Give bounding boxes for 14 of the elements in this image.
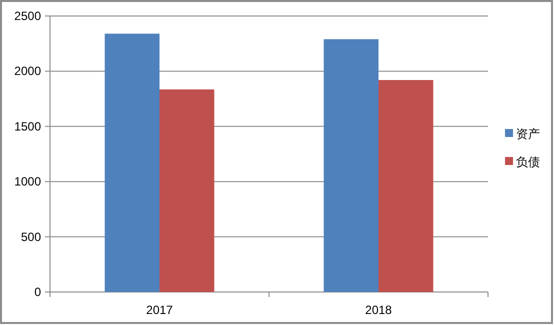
y-tick-label: 1000 [14, 174, 42, 189]
y-tick-label: 500 [20, 230, 42, 244]
legend-label: 资产 [516, 127, 540, 141]
y-tick-label: 1500 [14, 119, 42, 134]
bar [104, 34, 160, 292]
y-tick-label: 2000 [14, 64, 42, 78]
x-tick-label: 2018 [365, 303, 392, 317]
y-tick-label: 2500 [14, 9, 42, 23]
bar [378, 80, 434, 292]
bar [324, 39, 378, 292]
bar [160, 89, 214, 292]
x-tick-label: 2017 [146, 303, 174, 317]
y-tick-label: 0 [34, 285, 42, 299]
legend-label: 负债 [516, 155, 540, 169]
